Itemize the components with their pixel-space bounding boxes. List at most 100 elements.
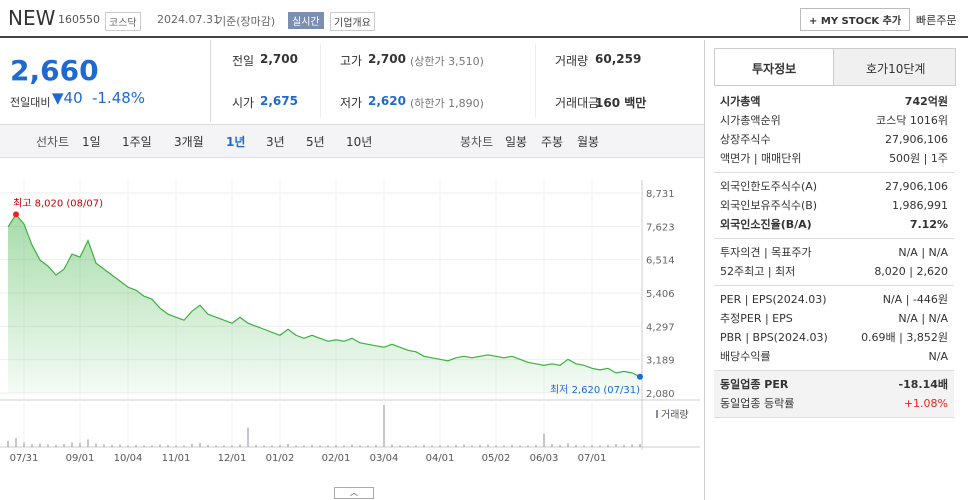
side-value: 0.69배 | 3,852원 [861,331,948,344]
change: ▼40 [52,89,83,107]
volume-bar [423,444,425,447]
x-tick-label: 09/01 [66,453,95,464]
side-value: 27,906,106 [885,180,948,193]
stock-name: NEW [8,6,56,30]
side-row: 추정PER | EPS N/A | N/A [714,309,954,328]
side-label: 시가총액 [720,95,761,108]
side-row: 동일업종 PER -18.14배 [714,375,954,394]
volume-bar [279,444,281,447]
volume-bar [487,444,489,447]
date: 2024.07.31 [157,13,220,26]
divider [320,44,321,118]
x-tick-label: 11/01 [162,453,191,464]
y-tick-label: 3,189 [646,356,675,367]
volume-bar [295,445,297,447]
volume-bar [239,444,241,447]
field-value: 2,700 [260,52,298,66]
x-tick-label: 07/31 [10,453,39,464]
candle-tab[interactable]: 주봉 [541,135,564,149]
period-tab[interactable]: 10년 [346,135,373,149]
volume-bar [607,444,609,447]
side-label: 상장주식수 [720,133,771,146]
side-value: 7.12% [909,218,948,231]
volume-bar [159,444,161,447]
volume-bar [399,445,401,447]
tab-label: 봉차트 [460,135,494,149]
volume-bar [535,444,537,447]
volume-bar [127,445,129,447]
volume-bar [87,439,89,447]
market-badge: 코스닥 [105,12,141,31]
candle-tab[interactable]: 월봉 [577,135,600,149]
my-stock-button[interactable]: + MY STOCK 추가 [800,8,911,31]
field-value: 2,700 [368,52,406,66]
tab-label: 선차트 [36,135,70,149]
volume-bar [103,444,105,447]
x-tick-label: 03/04 [370,453,399,464]
side-value: N/A | N/A [898,246,948,259]
volume-bar [471,445,473,447]
field-value: 160 백만 [595,96,647,110]
volume-bar [303,445,305,447]
y-tick-label: 6,514 [646,256,675,267]
field-label: 고가 [340,54,363,68]
company-info[interactable]: 기업개요 [330,12,375,31]
volume-bar [591,444,593,447]
side-value: 8,020 | 2,620 [874,265,948,278]
low-point [637,373,643,380]
volume-bar [623,444,625,447]
side-row: 동일업종 등락률 +1.08% [714,394,954,413]
price-line [7,213,641,378]
period-tab[interactable]: 1일 [82,135,101,149]
volume-bar [327,445,329,447]
period-tab[interactable]: 5년 [306,135,325,149]
candle-tab[interactable]: 일봉 [505,135,528,149]
y-tick-label: 7,623 [646,222,675,233]
side-label: 외국인한도주식수(A) [720,180,818,193]
side-value: -18.14배 [898,378,948,391]
side-row: 시가총액 742억원 [714,92,954,111]
side-tab-active [714,48,834,85]
side-tab[interactable]: 투자정보 [752,62,797,76]
volume-bar [23,442,25,447]
volume-bar [207,444,209,447]
period-tab[interactable]: 1주일 [122,135,152,149]
volume-bar [215,445,217,447]
volume-bar [71,442,73,447]
x-tick-label: 01/02 [266,453,295,464]
side-panel: 시가총액 742억원 시가총액순위 코스닥 1016위 상장주식수 27,906,106 액… [714,88,954,418]
volume-bar [543,433,545,447]
volume-bar [447,445,449,447]
volume-bar [319,445,321,447]
field-extra: (하한가 1,890) [410,97,484,110]
volume-bar [271,445,273,447]
quick-order[interactable]: 빠른주문 [916,14,957,27]
collapse-button[interactable]: ︿ [334,487,374,499]
volume-bar [191,443,193,447]
period-tab[interactable]: 1년 [226,135,246,149]
volume-bar [199,442,201,447]
divider [704,40,705,500]
my-stock-text: MY STOCK 추가 [820,16,902,27]
side-tab[interactable]: 호가10단계 [866,62,926,76]
side-row: 투자의견 | 목표주가 N/A | N/A [714,243,954,262]
side-row: 외국인한도주식수(A) 27,906,106 [714,177,954,196]
volume-bar [583,445,585,447]
volume-bar [55,444,57,447]
side-label: 동일업종 등락률 [720,397,795,410]
side-row: 외국인소진율(B/A) 7.12% [714,215,954,234]
period-tab[interactable]: 3개월 [174,135,204,149]
volume-bar [111,444,113,447]
y-tick-label: 8,731 [646,189,675,200]
side-label: 시가총액순위 [720,114,781,127]
field-label: 저가 [340,96,363,110]
realtime-badge[interactable]: 실시간 [288,12,324,29]
volume-bar [183,445,185,447]
basis: 기준(장마감) [216,15,276,28]
side-row: 배당수익률 N/A [714,347,954,366]
side-label: 액면가 | 매매단위 [720,152,802,165]
side-value: 500원 | 1주 [889,152,948,165]
divider [210,40,211,122]
period-tab[interactable]: 3년 [266,135,285,149]
